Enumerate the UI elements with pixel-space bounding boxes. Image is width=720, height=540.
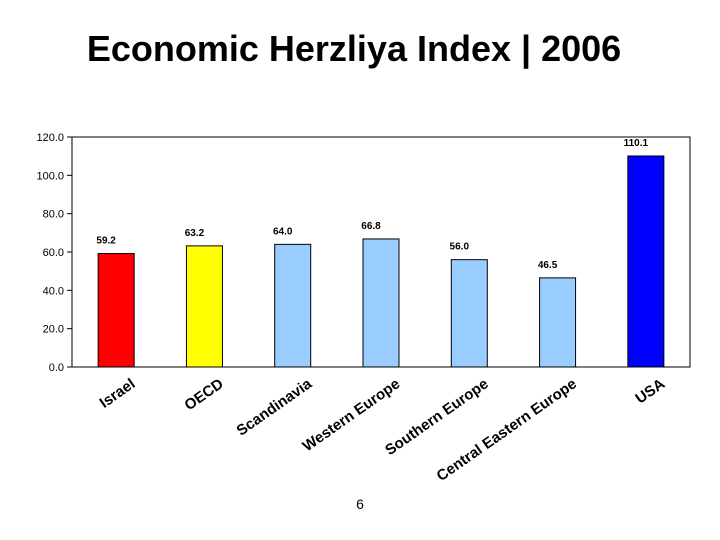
y-tick-label: 40.0	[43, 285, 64, 297]
bar-3	[362, 238, 400, 368]
x-tick-label-5: Central Eastern Europe	[434, 375, 580, 485]
y-tick-label: 0.0	[49, 362, 64, 374]
x-tick-label-0: Israel	[97, 375, 139, 411]
data-label-0: 59.2	[96, 236, 116, 247]
x-tick-label-2: Scandinavia	[234, 375, 316, 440]
y-axis: 0.0 20.0 40.0 60.0 80.0 100.0 120.0	[36, 132, 72, 374]
data-label-2: 64.0	[273, 226, 293, 237]
data-labels-group: 59.2 63.2 64.0 66.8 56.0 46.5 110.1	[96, 138, 648, 271]
bar-4	[450, 259, 488, 368]
bar-1	[185, 245, 223, 368]
y-tick-label: 120.0	[36, 132, 64, 144]
data-label-1: 63.2	[185, 228, 205, 239]
bar-6	[627, 155, 665, 368]
data-label-5: 46.5	[538, 260, 558, 271]
y-tick-label: 80.0	[43, 209, 64, 221]
x-tick-label-6: USA	[632, 375, 668, 407]
page-number: 6	[356, 496, 364, 512]
bar-5	[539, 277, 577, 368]
bars-group	[97, 155, 665, 368]
x-tick-label-1: OECD	[181, 375, 226, 414]
data-label-6: 110.1	[624, 138, 649, 149]
bar-0	[97, 253, 135, 368]
data-label-3: 66.8	[361, 221, 381, 232]
data-label-4: 56.0	[450, 242, 470, 253]
slide-title: Economic Herzliya Index | 2006	[86, 28, 622, 69]
y-tick-label: 60.0	[43, 247, 64, 259]
bar-2	[274, 243, 312, 368]
y-tick-label: 100.0	[36, 170, 64, 182]
y-tick-label: 20.0	[43, 324, 64, 336]
